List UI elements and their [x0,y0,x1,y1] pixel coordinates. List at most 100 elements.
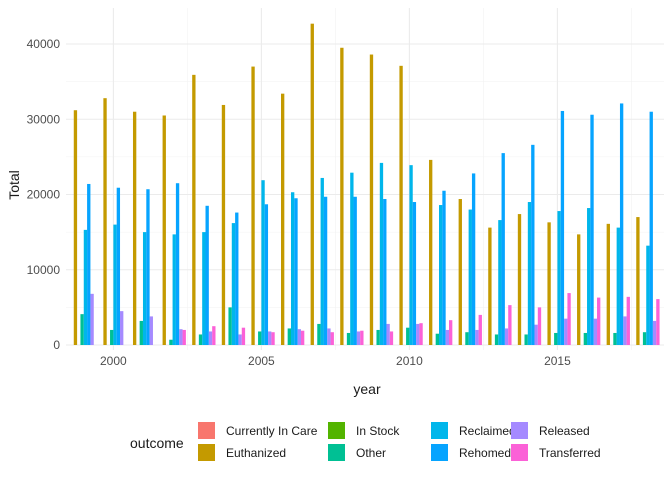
bar [146,189,150,345]
bar [623,316,627,345]
bar [90,293,94,345]
bar [287,328,291,345]
bar [501,153,505,345]
bar [590,114,594,345]
y-axis-title: Total [6,170,22,200]
bar [205,205,209,345]
bar [475,329,479,345]
bar [488,227,492,345]
bar [642,332,647,345]
bar [350,172,354,345]
major-gridlines [66,8,664,350]
legend-label: Reclaimed [459,424,516,438]
legend-label: Other [356,446,386,460]
bar [527,202,532,345]
bar [439,205,443,345]
bar [297,329,301,345]
bar [340,47,344,345]
bar [235,212,239,345]
bar [429,159,433,345]
bar [87,183,91,345]
bar [142,232,147,345]
bars [73,23,660,346]
legend-key [431,444,448,461]
bar [458,199,462,345]
bar [172,234,176,345]
bar [264,204,269,345]
bar [179,329,183,345]
bar [300,330,305,345]
y-tick-label: 0 [53,338,60,352]
bar [212,326,216,345]
bar [228,307,232,345]
legend-key [431,422,448,439]
bar [389,331,394,345]
bar [376,329,380,345]
bar [192,74,196,345]
bar [353,196,357,345]
bar [478,314,482,345]
bar [616,227,620,345]
bar [251,66,255,345]
bar [537,307,542,345]
bar [554,332,558,345]
legend-key [328,444,345,461]
bar [504,328,509,345]
bar [449,320,453,345]
bar [416,323,420,345]
bar [360,330,364,345]
y-tick-label: 20000 [27,188,61,202]
bar [238,334,242,345]
bar [116,187,121,345]
bar [468,209,472,345]
bar [419,323,423,345]
bar [547,222,551,345]
bar [606,223,610,345]
bar [103,98,107,346]
bar [649,111,653,345]
legend-key [328,422,345,439]
bar [626,296,630,345]
bar [465,332,469,345]
legend-key [198,422,215,439]
x-axis-title: year [353,381,381,397]
bar [323,196,328,345]
bar [517,214,522,345]
bar [162,115,166,345]
bar [258,331,262,345]
minor-gridlines [66,8,664,350]
legend-label: Euthanized [226,446,286,460]
bar [294,198,298,345]
bar [494,334,499,345]
bar [261,180,265,345]
bar [412,202,417,345]
bar [593,318,598,345]
bar [139,320,143,345]
bar [280,93,285,345]
legend-label: Released [539,424,590,438]
bar [587,208,591,345]
y-tick-label: 30000 [27,112,61,126]
bar [379,162,384,345]
bar [198,334,203,345]
y-tick-label: 10000 [27,263,61,277]
bar [383,199,387,345]
bar [132,111,137,345]
bar [310,23,314,346]
bar [577,234,581,345]
bar [399,65,403,345]
bar [531,144,535,345]
legend-label: In Stock [356,424,400,438]
legend-key [511,444,528,461]
bar [613,332,617,345]
bar [356,331,361,345]
bar [656,299,660,345]
x-axis-tick-labels: 2000 2005 2010 2015 [100,354,571,368]
legend-label: Currently In Care [226,424,318,438]
bar [327,328,331,345]
bar [619,103,624,345]
bar [567,293,571,345]
legend-label: Transferred [539,446,601,460]
bar [557,211,561,345]
